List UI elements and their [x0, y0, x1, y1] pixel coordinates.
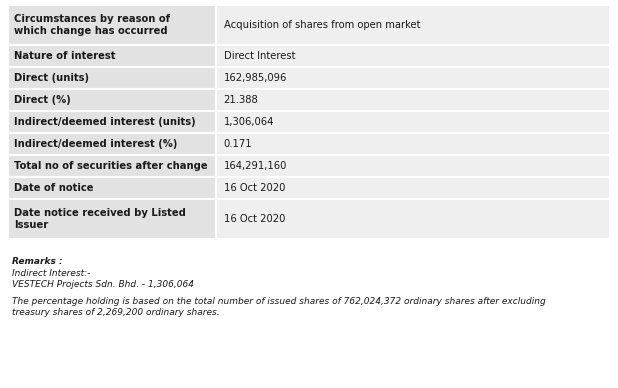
Text: Direct Interest: Direct Interest: [224, 51, 295, 61]
Text: 0.171: 0.171: [224, 139, 252, 149]
Bar: [8, 45, 216, 67]
Text: Date of notice: Date of notice: [14, 183, 93, 193]
Text: Nature of interest: Nature of interest: [14, 51, 116, 61]
Text: 16 Oct 2020: 16 Oct 2020: [224, 214, 285, 224]
Bar: [216, 199, 610, 239]
Text: Total no of securities after change: Total no of securities after change: [14, 161, 208, 171]
Text: Date notice received by Listed
Issuer: Date notice received by Listed Issuer: [14, 208, 186, 230]
Bar: [8, 199, 216, 239]
Bar: [8, 177, 216, 199]
Bar: [216, 89, 610, 111]
Text: 21.388: 21.388: [224, 95, 258, 105]
Bar: [8, 5, 216, 45]
Text: The percentage holding is based on the total number of issued shares of 762,024,: The percentage holding is based on the t…: [12, 297, 546, 306]
Text: Indirect Interest:-: Indirect Interest:-: [12, 269, 90, 278]
Text: Indirect/deemed interest (units): Indirect/deemed interest (units): [14, 117, 196, 127]
Text: 164,291,160: 164,291,160: [224, 161, 287, 171]
Bar: [216, 5, 610, 45]
Text: Acquisition of shares from open market: Acquisition of shares from open market: [224, 20, 420, 30]
Text: treasury shares of 2,269,200 ordinary shares.: treasury shares of 2,269,200 ordinary sh…: [12, 308, 219, 317]
Bar: [8, 111, 216, 133]
Text: Direct (%): Direct (%): [14, 95, 70, 105]
Bar: [216, 67, 610, 89]
Text: Indirect/deemed interest (%): Indirect/deemed interest (%): [14, 139, 177, 149]
Bar: [216, 111, 610, 133]
Text: Circumstances by reason of
which change has occurred: Circumstances by reason of which change …: [14, 14, 170, 36]
Bar: [8, 155, 216, 177]
Text: Direct (units): Direct (units): [14, 73, 89, 83]
Bar: [8, 89, 216, 111]
Bar: [8, 67, 216, 89]
Bar: [8, 133, 216, 155]
Text: VESTECH Projects Sdn. Bhd. - 1,306,064: VESTECH Projects Sdn. Bhd. - 1,306,064: [12, 280, 194, 289]
Bar: [216, 177, 610, 199]
Bar: [216, 133, 610, 155]
Text: 16 Oct 2020: 16 Oct 2020: [224, 183, 285, 193]
Bar: [216, 155, 610, 177]
Bar: [216, 45, 610, 67]
Text: 1,306,064: 1,306,064: [224, 117, 274, 127]
Text: Remarks :: Remarks :: [12, 257, 62, 266]
Text: 162,985,096: 162,985,096: [224, 73, 287, 83]
